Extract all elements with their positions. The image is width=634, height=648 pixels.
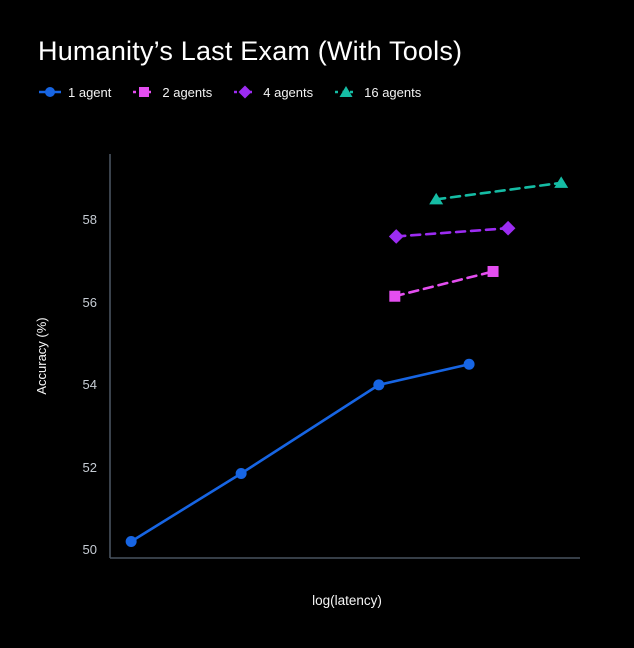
data-point-2-agents [389,290,401,302]
circle-marker-icon [39,87,61,97]
y-tick-label: 56 [82,294,97,310]
x-axis-title: log(latency) [312,593,382,608]
y-tick-label: 50 [82,542,97,558]
legend-item-label: 1 agent [68,84,112,100]
legend-item-1-agent: 1 agent [38,84,111,100]
legend-item-2-agents: 2 agents [132,84,212,100]
data-point-16-agents [429,192,444,205]
data-point-2-agents [487,265,499,277]
triangle-marker-icon [335,86,358,97]
data-point-1-agent [373,379,385,391]
series-line-2-agents [393,270,495,298]
legend-item-4-agents: 4 agents [233,84,313,100]
data-point-1-agent [125,536,137,548]
y-tick-label: 52 [82,459,97,475]
y-axis-title: Accuracy (%) [34,317,49,395]
legend-item-label: 4 agents [263,84,314,100]
series-line-1-agent [129,362,471,543]
data-point-4-agents [388,229,404,244]
series-line-16-agents [434,181,563,201]
data-point-1-agent [235,467,247,479]
legend-item-label: 2 agents [162,84,213,100]
series-line-4-agents [394,226,510,238]
diamond-marker-icon [234,85,257,99]
data-point-1-agent [463,358,475,370]
y-tick-label: 58 [82,212,97,228]
data-point-4-agents [500,220,516,236]
chart-title: Humanity’s Last Exam (With Tools) [38,36,463,66]
y-tick-label: 54 [82,377,97,393]
square-marker-icon [133,87,156,97]
data-point-16-agents [554,176,569,188]
legend: 1 agent 2 agents 4 agents 16 agents [38,84,421,100]
legend-item-16-agents: 16 agents [334,84,421,100]
legend-item-label: 16 agents [364,84,422,100]
